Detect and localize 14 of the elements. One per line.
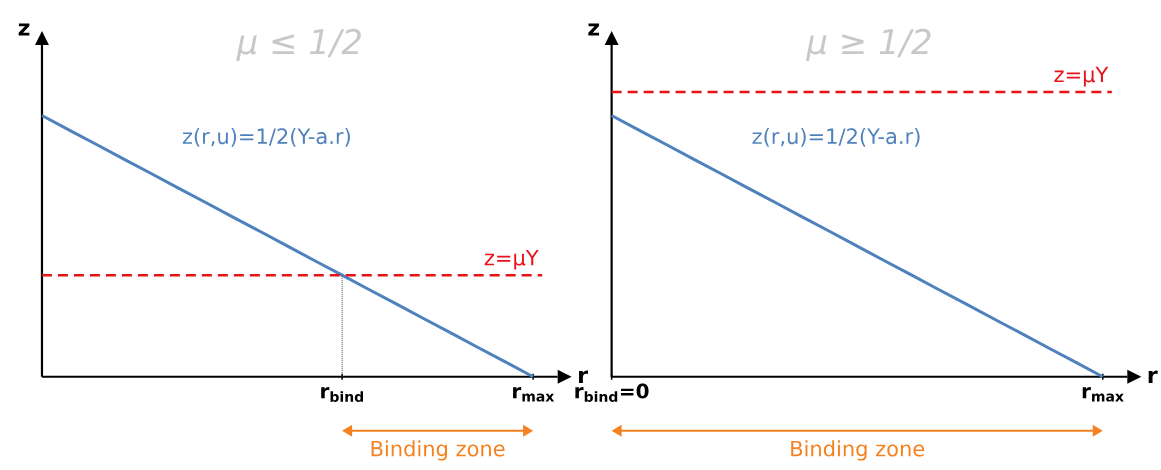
ref-line-label: z=μY [484, 250, 539, 270]
series-label: z(r,u)=1/2(Y-a.r) [182, 128, 350, 147]
series-label: z(r,u)=1/2(Y-a.r) [752, 128, 920, 147]
text: Binding zone [791, 440, 925, 461]
y-axis-title: z [588, 23, 600, 36]
x-tick-label: r$_{max}$ [513, 387, 555, 402]
x-tick-label: r$_{bind}$ [321, 387, 364, 403]
ref-line-label: z=μY [1054, 66, 1109, 87]
x-tick-label: r$_{bind}$=0 [575, 383, 649, 403]
x-axis-title: r [579, 370, 588, 384]
x-tick-label: r$_{max}$ [1082, 387, 1124, 402]
y-axis-title: z [18, 23, 30, 36]
text: Binding zone [371, 440, 505, 461]
x-axis-title: r [1148, 370, 1158, 384]
